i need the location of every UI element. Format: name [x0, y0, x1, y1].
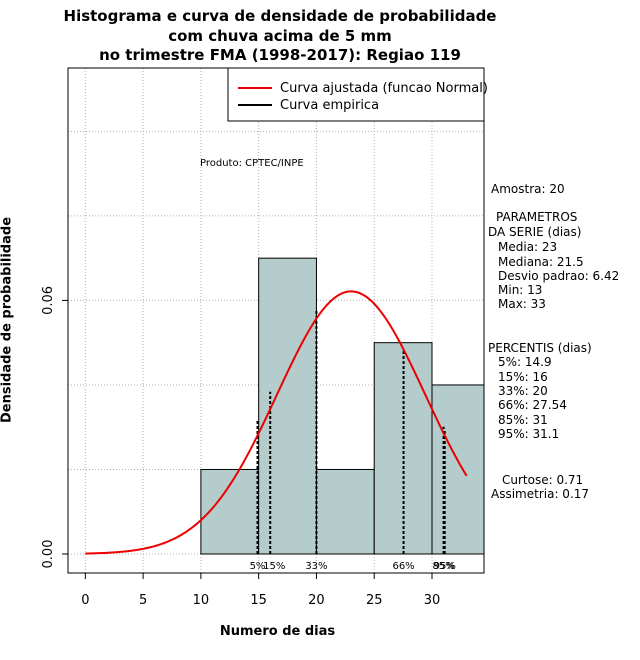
stat-min: Min: 13 — [498, 283, 543, 297]
stat-parametros-title-2: DA SERIE (dias) — [488, 225, 582, 239]
legend: Curva ajustada (funcao Normal) Curva empi… — [227, 67, 488, 122]
y-tick-label: 0.00 — [41, 540, 56, 569]
x-tick-label: 15 — [250, 593, 267, 608]
product-label: Produto: CPTEC/INPE — [200, 158, 304, 169]
stat-p5: 5%: 14.9 — [498, 355, 552, 369]
stat-percentis-title: PERCENTIS (dias) — [488, 341, 592, 355]
chart-title-line-3: no trimestre FMA (1998-2017): Regiao 119 — [99, 46, 461, 64]
percentile-label: 5% — [250, 561, 266, 572]
stat-curtose: Curtose: 0.71 — [502, 473, 584, 487]
legend-entry-empirical: Curva empirica — [280, 98, 379, 113]
x-axis-label: Numero de dias — [219, 624, 336, 639]
percentile-label: 95% — [434, 561, 456, 572]
x-tick-label: 10 — [193, 593, 210, 608]
fitted-normal-curve — [85, 290, 468, 555]
stat-amostra: Amostra: 20 — [491, 182, 565, 196]
x-tick-label: 25 — [366, 593, 383, 608]
stat-parametros-title-1: PARAMETROS — [496, 210, 578, 224]
stat-assimetria: Assimetria: 0.17 — [491, 487, 590, 501]
legend-box — [227, 67, 485, 122]
histogram-bar — [258, 257, 317, 555]
x-tick-label: 20 — [308, 593, 325, 608]
stat-p66: 66%: 27.54 — [498, 398, 567, 412]
histogram-bar — [315, 468, 375, 555]
chart-title-line-2: com chuva acima de 5 mm — [168, 27, 392, 45]
stat-max: Max: 33 — [498, 297, 546, 311]
legend-entry-fitted: Curva ajustada (funcao Normal) — [280, 81, 488, 96]
y-tick-label: 0.06 — [41, 286, 56, 315]
x-tick-label: 0 — [81, 593, 89, 608]
stat-media: Media: 23 — [498, 240, 558, 254]
chart-title-line-1: Histograma e curva de densidade de proba… — [63, 7, 497, 25]
stat-p85: 85%: 31 — [498, 413, 548, 427]
stat-mediana: Mediana: 21.5 — [498, 255, 584, 269]
stat-desvio: Desvio padrao: 6.42 — [498, 269, 620, 283]
stat-p15: 15%: 16 — [498, 370, 548, 384]
percentile-label: 15% — [263, 561, 285, 572]
stat-p95: 95%: 31.1 — [498, 427, 560, 441]
stat-p33: 33%: 20 — [498, 384, 548, 398]
x-tick-label: 5 — [139, 593, 147, 608]
percentile-label: 66% — [392, 561, 414, 572]
percentile-label: 33% — [305, 561, 327, 572]
histogram-bar — [431, 384, 485, 555]
x-tick-label: 30 — [424, 593, 441, 608]
percentile-label: 85% — [432, 561, 454, 572]
